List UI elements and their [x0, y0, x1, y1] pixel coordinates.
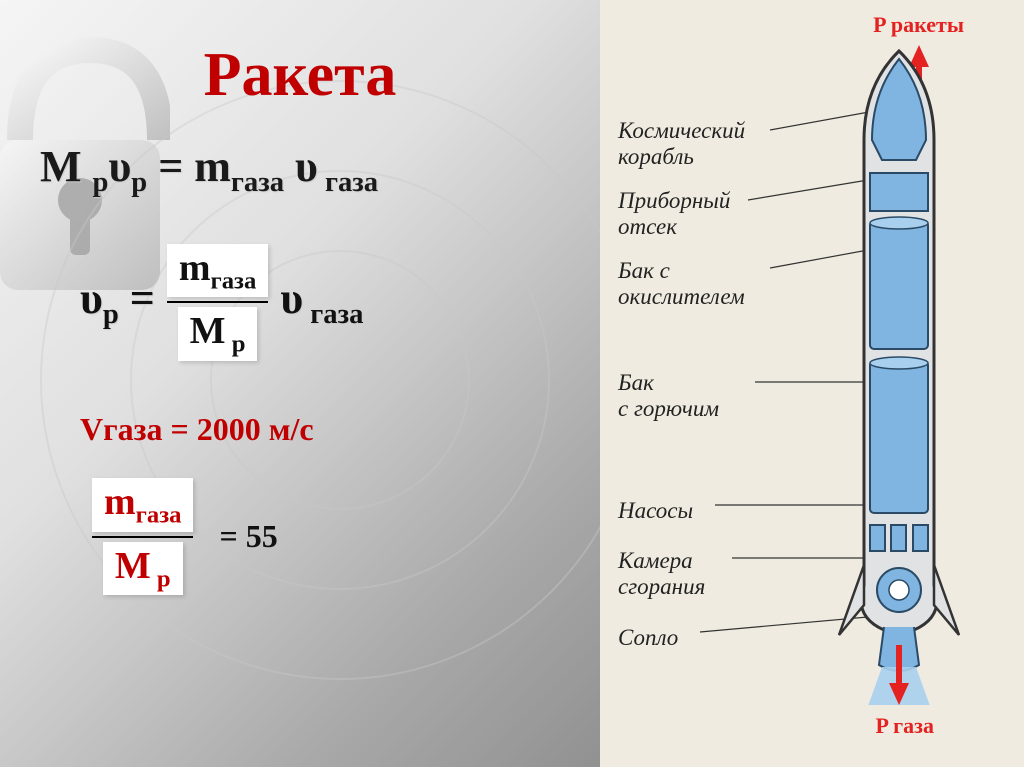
- eq1-M: M: [40, 142, 82, 191]
- gas-velocity-value: Vгаза = 2000 м/с: [80, 411, 580, 448]
- rocket-label-3: Бакс горючим: [618, 370, 719, 423]
- mass-ratio-value: mгаза M р = 55: [80, 478, 580, 595]
- rocket-label-2: Бак сокислителем: [618, 258, 745, 311]
- eq1-Msub: р: [93, 167, 109, 198]
- momentum-equation: M рυр = mгаза υ газа: [40, 141, 580, 199]
- rocket-label-5: Камерасгорания: [618, 548, 705, 601]
- rocket-schematic: [804, 45, 994, 705]
- rocket-label-1: Приборныйотсек: [618, 188, 730, 241]
- velocity-equation: υр = mгаза M р υ газа: [80, 244, 580, 361]
- rocket-label-4: Насосы: [618, 498, 693, 524]
- mass-ratio-fraction: mгаза M р: [167, 244, 268, 361]
- rocket-diagram: P ракеты P газа КосмическийкорабльПрибор…: [600, 0, 1024, 767]
- rocket-label-0: Космическийкорабль: [618, 118, 745, 171]
- formula-area: Ракета M рυр = mгаза υ газа υр = mгаза M…: [0, 0, 600, 615]
- rocket-label-6: Сопло: [618, 625, 678, 651]
- slide-title: Ракета: [120, 40, 480, 111]
